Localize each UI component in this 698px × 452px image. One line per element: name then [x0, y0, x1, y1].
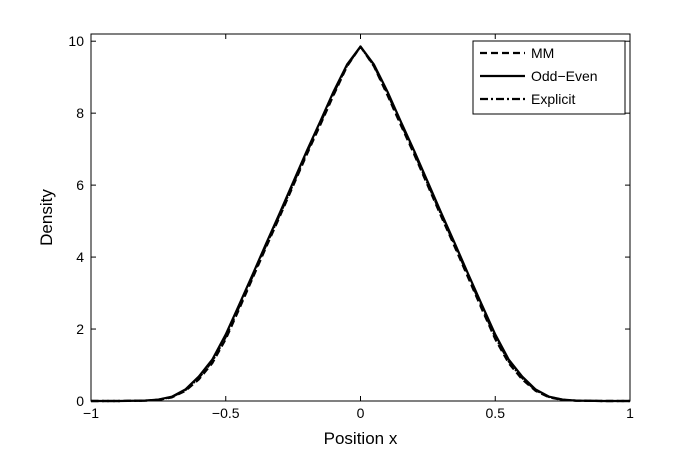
- y-tick-label: 0: [76, 393, 84, 409]
- legend: MM Odd−Even Explicit: [472, 40, 626, 115]
- axes-frame: [90, 33, 631, 402]
- x-tick-label: 0.5: [486, 405, 506, 421]
- y-tick-label: 2: [76, 321, 84, 337]
- x-tick-label: 1: [626, 405, 634, 421]
- legend-entry-label: Odd−Even: [531, 68, 598, 84]
- legend-entry-label: MM: [531, 45, 554, 61]
- legend-entry-label: Explicit: [531, 91, 575, 107]
- y-tick-label: 6: [76, 177, 84, 193]
- y-tick-label: 8: [76, 105, 84, 121]
- x-axis-label: Position x: [324, 429, 398, 448]
- x-tick-label: −0.5: [212, 405, 240, 421]
- x-tick-label: 0: [357, 405, 365, 421]
- y-tick-label: 4: [76, 249, 84, 265]
- y-axis-label: Density: [37, 189, 56, 246]
- legend-box: [472, 40, 626, 115]
- series-line-explicit: [91, 45, 630, 403]
- y-tick-label: 10: [68, 33, 84, 49]
- x-tick-label: −1: [83, 405, 99, 421]
- series-layer: [91, 45, 630, 403]
